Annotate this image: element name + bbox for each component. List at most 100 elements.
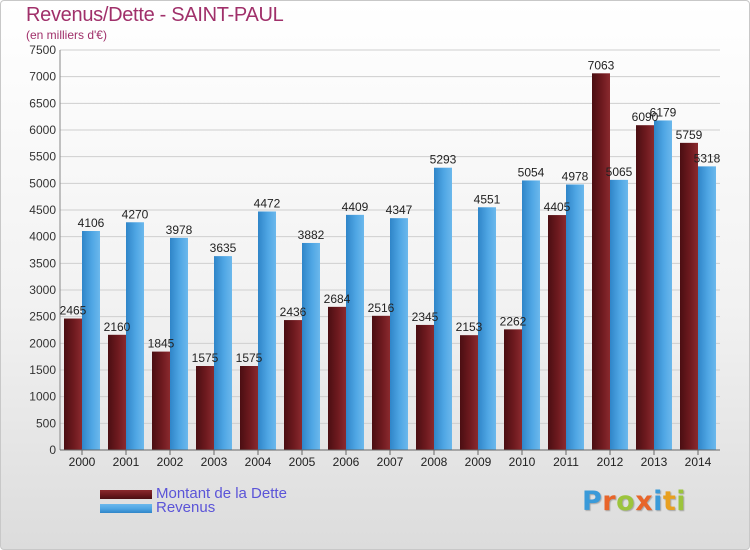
- data-label-revenus: 4978: [562, 170, 589, 184]
- data-label-dette: 1575: [236, 351, 263, 365]
- bar-revenus: [478, 207, 496, 450]
- logo-letter: r: [602, 486, 617, 517]
- x-tick-label: 2008: [421, 455, 448, 469]
- x-tick-label: 2002: [157, 455, 184, 469]
- logo-letter: i: [676, 486, 687, 517]
- y-tick-label: 7500: [29, 43, 56, 57]
- x-tick-label: 2014: [685, 455, 712, 469]
- x-tick-label: 2000: [69, 455, 96, 469]
- bar-dette: [328, 306, 346, 450]
- bar-revenus: [654, 120, 672, 450]
- bar-dette: [416, 324, 434, 450]
- y-tick-label: 7000: [29, 70, 56, 84]
- bars: [64, 73, 716, 451]
- legend-swatch-revenus: [100, 504, 152, 513]
- data-label-dette: 2262: [500, 314, 527, 328]
- y-tick-label: 1500: [29, 363, 56, 377]
- bar-dette: [680, 142, 698, 450]
- data-label-revenus: 4409: [342, 200, 369, 214]
- bar-revenus: [610, 179, 628, 450]
- proxiti-logo[interactable]: Proxiti: [582, 486, 686, 517]
- bar-dette: [240, 366, 258, 450]
- data-label-dette: 1575: [192, 351, 219, 365]
- y-tick-label: 5000: [29, 176, 56, 190]
- bar-dette: [284, 320, 302, 450]
- logo-letter: i: [653, 486, 663, 517]
- bar-revenus: [390, 218, 408, 450]
- y-tick-label: 2500: [29, 310, 56, 324]
- y-tick-label: 4500: [29, 203, 56, 217]
- data-labels: 2465 4106 2160 4270 1845 3978 1575 3635 1575 4472…: [60, 58, 721, 365]
- y-tick-label: 500: [36, 416, 56, 430]
- bar-dette: [460, 335, 478, 450]
- bar-revenus: [346, 214, 364, 450]
- bar-revenus: [214, 256, 232, 450]
- y-tick-label: 3000: [29, 283, 56, 297]
- logo-letter: o: [616, 486, 636, 517]
- legend-label-revenus: Revenus: [156, 499, 216, 516]
- bar-dette: [548, 215, 566, 450]
- bar-revenus: [698, 166, 716, 450]
- legend-swatch-dette: [100, 490, 152, 499]
- bar-revenus: [566, 184, 584, 451]
- data-label-revenus: 5054: [518, 165, 545, 179]
- data-label-revenus: 3978: [166, 223, 193, 237]
- data-label-revenus: 4472: [254, 196, 281, 210]
- data-label-revenus: 4106: [78, 216, 105, 230]
- bar-revenus: [126, 222, 144, 450]
- data-label-dette: 2684: [324, 292, 351, 306]
- x-tick-label: 2003: [201, 455, 228, 469]
- data-label-dette: 5759: [676, 128, 703, 142]
- chart-title: Revenus/Dette - SAINT-PAUL: [26, 4, 284, 26]
- bar-revenus: [434, 167, 452, 450]
- data-label-dette: 2153: [456, 320, 483, 334]
- y-tick-label: 5500: [29, 150, 56, 164]
- bar-revenus: [302, 242, 320, 450]
- data-label-dette: 6090: [632, 110, 659, 124]
- y-axis: 0 500 1000 1500 2000 2500 3000 3500 4000 4500 5000…: [29, 43, 61, 457]
- bar-dette: [152, 351, 170, 450]
- y-tick-label: 0: [49, 443, 56, 457]
- data-label-revenus: 4347: [386, 203, 413, 217]
- logo-letter: t: [662, 486, 677, 517]
- x-tick-label: 2010: [509, 455, 536, 469]
- data-label-dette: 2465: [60, 304, 87, 318]
- x-tick-label: 2011: [553, 455, 579, 469]
- data-label-revenus: 4551: [474, 192, 501, 206]
- x-tick-label: 2006: [333, 455, 360, 469]
- bar-dette: [64, 318, 82, 450]
- data-label-dette: 4405: [544, 200, 571, 214]
- chart-subtitle: (en milliers d'€): [26, 28, 107, 42]
- bar-dette: [372, 315, 390, 450]
- data-label-dette: 7063: [588, 58, 615, 72]
- bar-revenus: [258, 211, 276, 450]
- y-tick-label: 2000: [29, 336, 56, 350]
- x-tick-label: 2009: [465, 455, 492, 469]
- x-tick-label: 2005: [289, 455, 316, 469]
- data-label-revenus: 4270: [122, 207, 149, 221]
- x-tick-label: 2001: [113, 455, 140, 469]
- bar-revenus: [522, 180, 540, 450]
- data-label-dette: 1845: [148, 337, 175, 351]
- data-label-revenus: 5293: [430, 153, 457, 167]
- data-label-revenus: 5318: [694, 151, 721, 165]
- x-tick-label: 2007: [377, 455, 404, 469]
- y-tick-label: 6000: [29, 123, 56, 137]
- bar-dette: [108, 334, 126, 450]
- data-label-revenus: 6179: [650, 105, 677, 119]
- data-label-dette: 2516: [368, 301, 395, 315]
- y-tick-label: 4000: [29, 230, 56, 244]
- bar-revenus: [170, 237, 188, 450]
- bar-dette: [504, 329, 522, 450]
- data-label-revenus: 5065: [606, 165, 633, 179]
- data-label-dette: 2345: [412, 310, 439, 324]
- bar-dette: [196, 366, 214, 450]
- data-label-revenus: 3635: [210, 241, 237, 255]
- x-tick-label: 2004: [245, 455, 272, 469]
- x-axis: 2000 2001 2002 2003 2004 2005 2006 2007 2008 2009…: [60, 449, 720, 469]
- x-tick-label: 2012: [597, 455, 624, 469]
- logo-letter: x: [635, 486, 654, 517]
- legend-item-dette: Montant de la Dette: [100, 486, 420, 502]
- logo-letter: P: [582, 486, 603, 517]
